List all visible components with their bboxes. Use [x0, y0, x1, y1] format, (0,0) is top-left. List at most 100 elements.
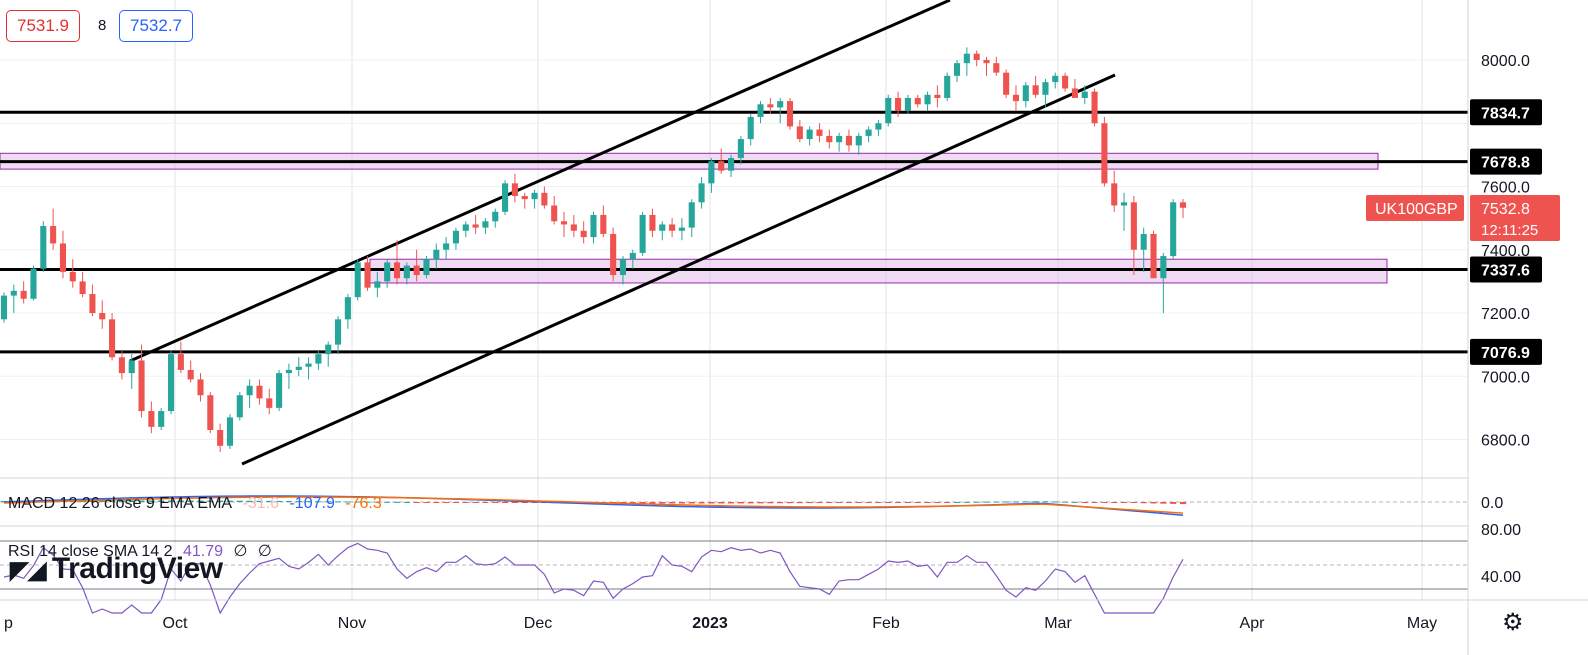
candle[interactable]	[816, 129, 823, 136]
candle[interactable]	[875, 123, 882, 130]
macd-legend[interactable]: MACD 12 26 close 9 EMA EMA -31.6 -107.9 …	[8, 495, 388, 513]
candle[interactable]	[521, 195, 528, 200]
candle[interactable]	[649, 214, 656, 231]
candle[interactable]	[109, 319, 116, 358]
candle[interactable]	[845, 135, 852, 146]
candle[interactable]	[462, 224, 469, 231]
candle[interactable]	[757, 104, 764, 117]
candle[interactable]	[59, 243, 66, 272]
candle[interactable]	[1062, 75, 1069, 89]
candle[interactable]	[806, 129, 813, 140]
channel-lower-line[interactable]	[241, 73, 1116, 466]
candle[interactable]	[1121, 202, 1128, 206]
support-zone[interactable]	[369, 258, 1388, 284]
candle[interactable]	[541, 192, 548, 206]
candle[interactable]	[885, 97, 892, 124]
rsi-legend[interactable]: RSI 14 close SMA 14 2 41.79 ∅ ∅	[8, 541, 278, 561]
last-price-tag[interactable]	[1470, 195, 1560, 241]
gear-icon[interactable]: ⚙	[1502, 609, 1524, 636]
candle[interactable]	[1032, 85, 1039, 95]
bid-price-box[interactable]: 7531.9	[6, 10, 80, 42]
channel-upper-line[interactable]	[129, 0, 951, 363]
candle[interactable]	[1170, 202, 1177, 257]
candle[interactable]	[1003, 72, 1010, 95]
candle[interactable]	[236, 395, 243, 418]
candle[interactable]	[973, 53, 980, 60]
level-price-tag[interactable]	[1470, 256, 1542, 283]
candle[interactable]	[580, 230, 587, 238]
candle[interactable]	[1081, 91, 1088, 98]
candle[interactable]	[364, 262, 371, 288]
candle[interactable]	[423, 259, 430, 276]
candle[interactable]	[374, 281, 381, 288]
level-price-tag[interactable]	[1470, 148, 1542, 175]
candle[interactable]	[728, 158, 735, 171]
candle[interactable]	[570, 224, 577, 231]
candle[interactable]	[629, 252, 636, 260]
candle[interactable]	[708, 161, 715, 184]
candle[interactable]	[619, 259, 627, 276]
candle[interactable]	[659, 224, 666, 231]
candle[interactable]	[796, 126, 803, 140]
candle[interactable]	[678, 227, 685, 231]
candle[interactable]	[786, 101, 794, 127]
candle[interactable]	[914, 97, 921, 105]
candle[interactable]	[148, 411, 155, 427]
level-price-tag[interactable]	[1470, 338, 1542, 365]
candle[interactable]	[836, 135, 843, 143]
candle[interactable]	[128, 360, 135, 374]
candle[interactable]	[118, 357, 125, 374]
candle[interactable]	[1101, 123, 1108, 184]
candle[interactable]	[354, 262, 361, 298]
candle[interactable]	[1150, 233, 1157, 279]
candle[interactable]	[344, 297, 351, 320]
candle[interactable]	[482, 221, 489, 228]
candle[interactable]	[1042, 82, 1049, 95]
candle[interactable]	[1071, 88, 1078, 98]
candle[interactable]	[10, 290, 17, 296]
candle[interactable]	[452, 230, 459, 244]
candle[interactable]	[315, 354, 322, 364]
candle[interactable]	[669, 224, 676, 231]
candle[interactable]	[904, 97, 911, 111]
candle[interactable]	[895, 97, 902, 111]
candle[interactable]	[89, 294, 96, 313]
candle[interactable]	[718, 161, 725, 171]
symbol-tag[interactable]	[1366, 195, 1464, 221]
candle[interactable]	[30, 268, 37, 299]
candle[interactable]	[79, 281, 86, 295]
candle[interactable]	[934, 94, 941, 98]
candle[interactable]	[187, 369, 194, 380]
ask-price-box[interactable]: 7532.7	[119, 10, 193, 42]
rsi-line[interactable]	[3, 542, 1184, 615]
candle[interactable]	[325, 344, 332, 355]
candle[interactable]	[924, 94, 931, 105]
candle[interactable]	[20, 290, 27, 299]
candle[interactable]	[167, 354, 175, 412]
candle[interactable]	[590, 214, 597, 238]
candle[interactable]	[698, 183, 705, 203]
candle[interactable]	[610, 233, 617, 276]
candle[interactable]	[266, 398, 273, 408]
candle[interactable]	[855, 135, 862, 146]
candle[interactable]	[335, 319, 342, 345]
candle[interactable]	[295, 366, 302, 370]
macd-signal-line[interactable]	[3, 496, 1184, 514]
candle[interactable]	[953, 63, 961, 76]
candle[interactable]	[1052, 75, 1059, 83]
candle[interactable]	[600, 214, 607, 234]
candle[interactable]	[767, 104, 774, 108]
candle[interactable]	[443, 243, 450, 250]
candle[interactable]	[393, 262, 401, 279]
candle[interactable]	[177, 354, 184, 370]
candle[interactable]	[531, 192, 538, 200]
candle[interactable]	[737, 139, 744, 159]
candle[interactable]	[207, 395, 214, 431]
candle[interactable]	[40, 226, 47, 269]
candle[interactable]	[1091, 91, 1098, 124]
candle[interactable]	[403, 265, 410, 279]
candle[interactable]	[1179, 202, 1187, 208]
candle[interactable]	[226, 417, 234, 446]
candle[interactable]	[993, 63, 1000, 73]
